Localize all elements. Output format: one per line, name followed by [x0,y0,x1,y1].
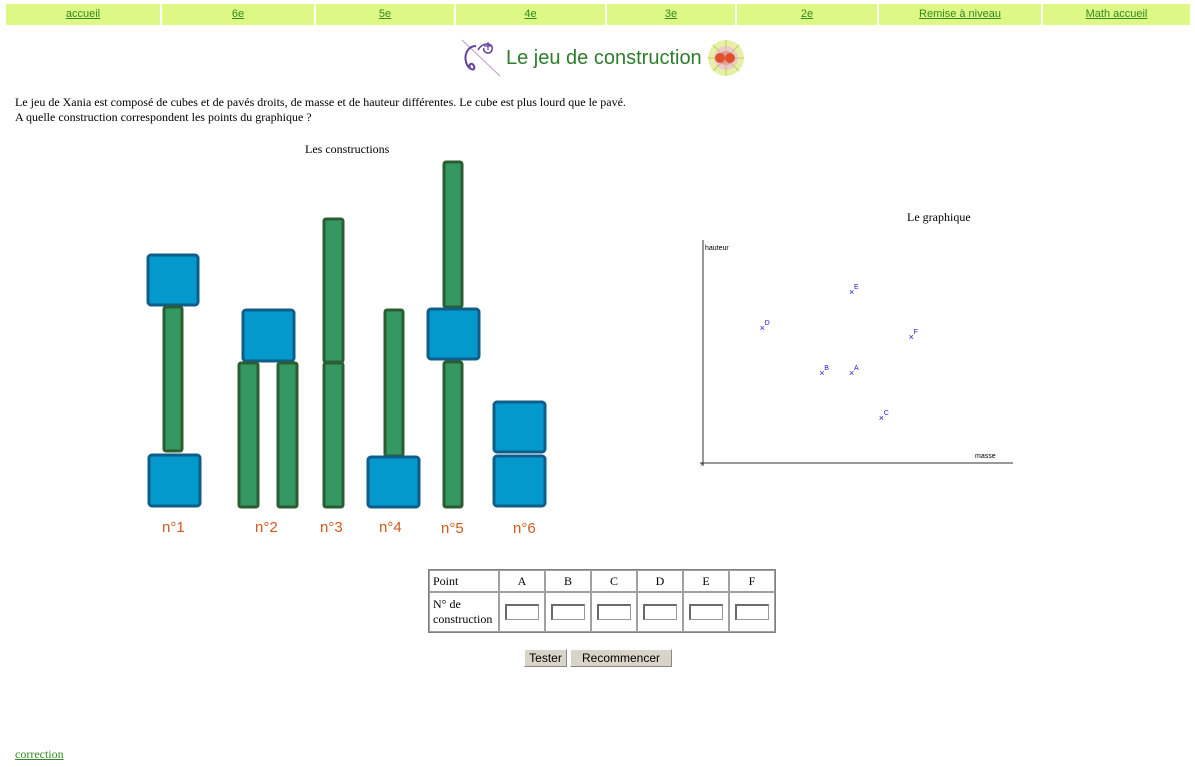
pave [442,160,464,309]
graph-point-label: A [854,365,859,372]
answer-input-d[interactable] [643,604,677,620]
construction-label-3: n°3 [320,519,343,536]
answer-input-a[interactable] [505,604,539,620]
answer-input-b[interactable] [551,604,585,620]
correction-link[interactable]: correction [15,747,64,761]
pave [442,360,464,509]
graph-point-label: F [914,329,918,336]
nav-accueil[interactable]: accueil [6,4,162,25]
table-row-label: N° de construction [429,592,499,632]
graph-point-marker: × [849,287,854,297]
nav-5e[interactable]: 5e [316,4,456,25]
nav-remise-a-niveau[interactable]: Remise à niveau [879,4,1043,25]
input-cell-e [683,592,729,632]
table-col-c: C [591,570,637,592]
input-cell-b [545,592,591,632]
y-axis-label: hauteur [705,245,729,252]
table-header-point: Point [429,570,499,592]
construction-label-6: n°6 [513,520,536,537]
constructions-figure: n°1 n°2 n°3 n°4 n°5 n°6 [146,160,547,537]
table-col-f: F [729,570,775,592]
top-nav: accueil 6e 5e 4e 3e 2e Remise à niveau M… [6,4,1190,25]
graph-points: × A× B× C× D× E× F [760,284,918,423]
construction-label-4: n°4 [379,519,402,536]
graph-point-label: C [884,410,889,417]
input-cell-d [637,592,683,632]
table-col-b: B [545,570,591,592]
construction-label-1: n°1 [162,519,185,536]
title-area: Le jeu de construction [458,36,746,80]
answer-input-f[interactable] [735,604,769,620]
graph-label: Le graphique [907,210,971,224]
site-badge-icon [707,40,744,76]
graph-point-marker: × [879,413,884,423]
cube [146,253,200,307]
cube [366,455,421,509]
cube [492,454,547,508]
nav-3e[interactable]: 3e [607,4,737,25]
constructions-label: Les constructions [305,142,390,156]
graph-point-label: E [854,284,859,291]
table-col-a: A [499,570,545,592]
graph-point-label: D [765,320,770,327]
cube [426,307,481,361]
graph-point-label: B [824,365,829,372]
nav-4e[interactable]: 4e [456,4,607,25]
answer-input-e[interactable] [689,604,723,620]
test-button[interactable]: Tester [524,649,567,667]
graph-point-marker: × [819,368,824,378]
answer-input-c[interactable] [597,604,631,620]
input-cell-c [591,592,637,632]
cube [492,400,547,454]
graph-point-marker: × [909,332,914,342]
input-cell-a [499,592,545,632]
construction-label-2: n°2 [255,519,278,536]
nav-6e[interactable]: 6e [162,4,316,25]
graph-point-marker: × [849,368,854,378]
graph-point-marker: × [760,323,765,333]
origin-mark: × [700,460,705,469]
nav-math-accueil[interactable]: Math accueil [1043,4,1190,25]
pave [322,361,345,509]
pave [162,305,184,453]
x-axis-label: masse [975,453,996,460]
pave [276,361,299,509]
page-title: Le jeu de construction [506,46,702,69]
input-cell-f [729,592,775,632]
intro-line-1: Le jeu de Xania est composé de cubes et … [15,95,626,109]
cube [241,308,296,363]
nav-2e[interactable]: 2e [737,4,879,25]
construction-label-5: n°5 [441,520,464,537]
answer-table: Point A B C D E F N° de construction [428,569,776,633]
table-col-e: E [683,570,729,592]
pave [237,361,260,509]
table-col-d: D [637,570,683,592]
reset-button[interactable]: Recommencer [570,649,672,667]
intro-line-2: A quelle construction correspondent les … [15,110,312,124]
cube [147,453,202,508]
math-logo-icon [461,39,501,77]
